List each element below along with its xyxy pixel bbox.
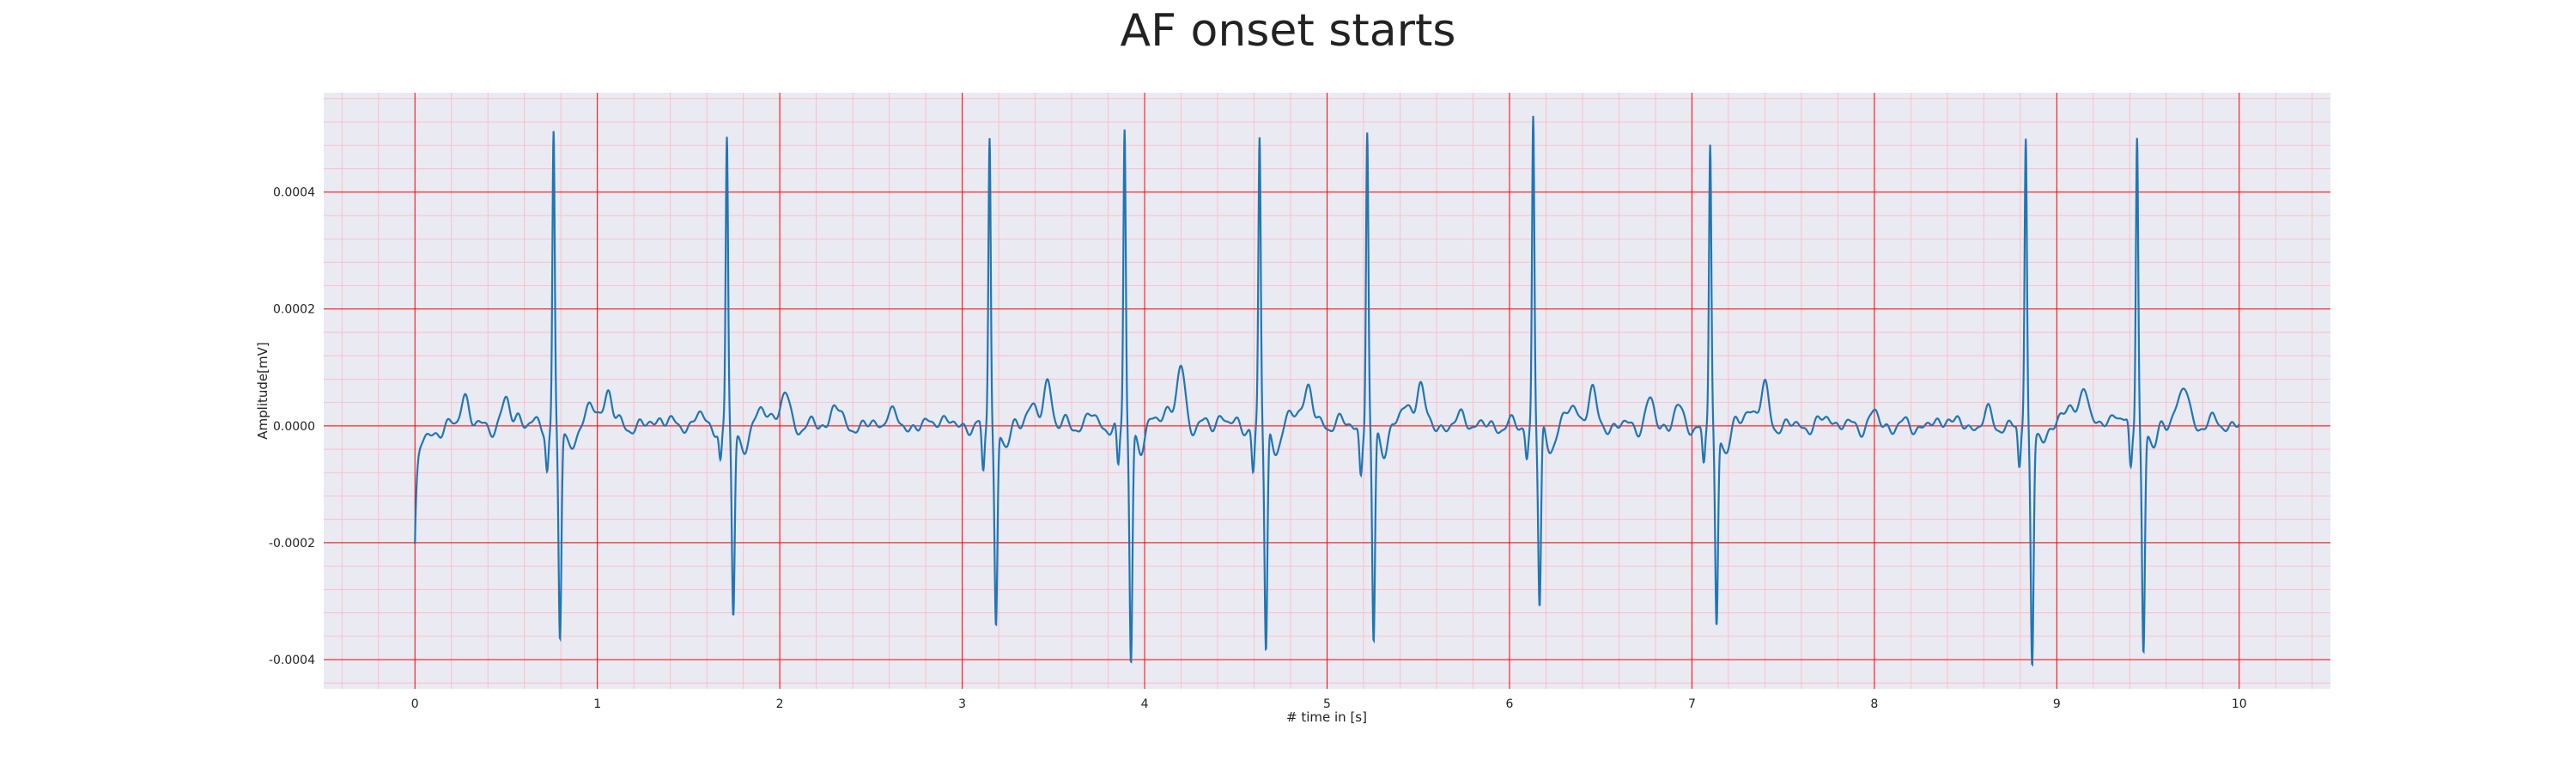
y-tick-label: 0.0004 bbox=[273, 186, 315, 200]
x-axis-ticks: 0 1 2 3 4 5 6 7 8 9 10 bbox=[411, 697, 2247, 711]
chart-title: AF onset starts bbox=[1120, 5, 1456, 57]
x-tick-label: 4 bbox=[1141, 697, 1149, 711]
y-tick-label: 0.0002 bbox=[273, 303, 315, 317]
major-grid bbox=[324, 93, 2330, 689]
series-line-ecg bbox=[414, 115, 2240, 667]
y-tick-label: -0.0004 bbox=[269, 654, 315, 667]
x-tick-label: 0 bbox=[411, 697, 419, 711]
y-axis-label: Amplitude[mV] bbox=[255, 342, 270, 439]
x-tick-label: 1 bbox=[593, 697, 601, 711]
x-tick-label: 2 bbox=[776, 697, 784, 711]
x-axis-label: # time in [s] bbox=[1286, 709, 1367, 725]
x-tick-label: 6 bbox=[1505, 697, 1513, 711]
y-axis-ticks: -0.0004 -0.0002 0.0000 0.0002 0.0004 bbox=[269, 186, 315, 667]
x-tick-label: 5 bbox=[1323, 697, 1331, 711]
x-tick-label: 3 bbox=[958, 697, 966, 711]
x-tick-label: 8 bbox=[1870, 697, 1878, 711]
x-tick-label: 7 bbox=[1688, 697, 1696, 711]
x-tick-label: 10 bbox=[2232, 697, 2247, 711]
x-tick-label: 9 bbox=[2053, 697, 2061, 711]
y-tick-label: 0.0000 bbox=[273, 420, 315, 434]
y-tick-label: -0.0002 bbox=[269, 537, 315, 551]
